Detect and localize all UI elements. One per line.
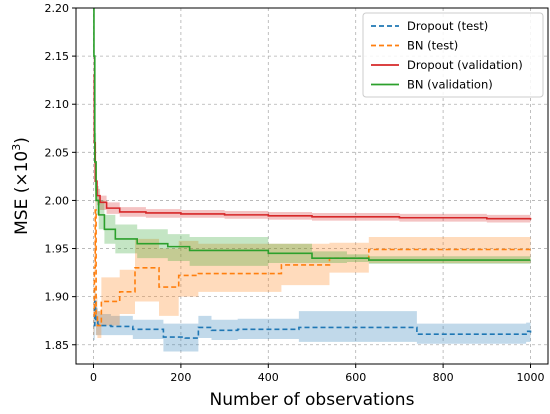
series-lines bbox=[93, 8, 532, 339]
y-axis-title: MSE (×103) bbox=[10, 137, 32, 235]
plot-frame bbox=[75, 7, 549, 365]
legend-label-bn-validation: BN (validation) bbox=[407, 78, 493, 92]
legend-label-dropout-validation: Dropout (validation) bbox=[407, 58, 523, 72]
y-axis-title-main: MSE (×10 bbox=[12, 151, 32, 235]
y-tick-label: 2.10 bbox=[45, 98, 70, 111]
y-tick-label: 2.15 bbox=[45, 50, 70, 63]
ticks: 0 200 400 600 800 1000 1.85 1.90 1.95 2.00 2.05 2.1… bbox=[45, 2, 545, 384]
legend-label-bn-test: BN (test) bbox=[407, 39, 458, 53]
x-tick-label: 800 bbox=[433, 371, 454, 384]
line-bn-validation bbox=[93, 8, 531, 261]
y-tick-label: 2.00 bbox=[45, 194, 70, 207]
y-tick-label: 2.05 bbox=[45, 146, 70, 159]
x-tick-label: 200 bbox=[170, 371, 191, 384]
legend-box bbox=[362, 12, 544, 98]
x-axis-title: Number of observations bbox=[210, 390, 415, 410]
y-tick-label: 2.20 bbox=[45, 2, 70, 15]
line-bn-test bbox=[93, 209, 531, 327]
y-tick-label: 1.90 bbox=[45, 291, 70, 304]
line-dropout-test bbox=[93, 300, 532, 339]
y-axis-title-close: ) bbox=[12, 137, 32, 144]
y-tick-label: 1.95 bbox=[45, 243, 70, 256]
grid bbox=[76, 7, 548, 364]
band-dropout-test bbox=[93, 287, 531, 352]
legend-label-dropout-test: Dropout (test) bbox=[407, 19, 488, 33]
y-tick-label: 1.85 bbox=[45, 339, 70, 352]
x-tick-label: 0 bbox=[90, 371, 97, 384]
x-tick-label: 1000 bbox=[517, 371, 545, 384]
x-tick-label: 600 bbox=[345, 371, 366, 384]
line-dropout-validation bbox=[93, 74, 532, 220]
legend: Dropout (test) BN (test) Dropout (validati… bbox=[362, 12, 544, 98]
y-axis-title-exponent: 3 bbox=[10, 144, 23, 151]
x-tick-label: 400 bbox=[258, 371, 279, 384]
